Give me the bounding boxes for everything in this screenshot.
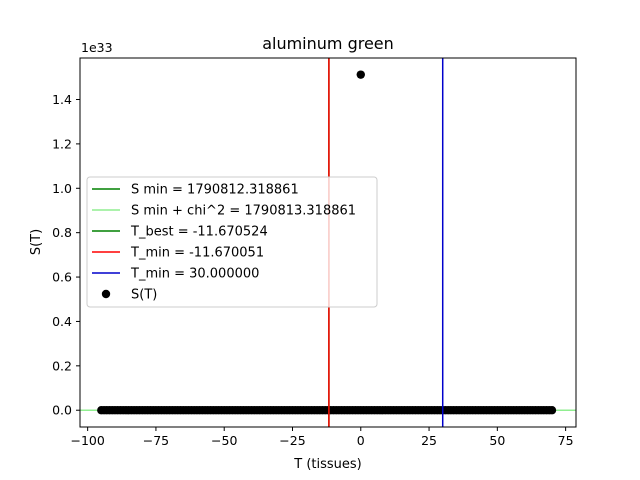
legend-swatch-marker <box>101 289 111 299</box>
x-axis-label: T (tissues) <box>293 457 361 472</box>
y-axis-label: S(T) <box>29 229 44 255</box>
x-tick-label: 25 <box>421 433 437 448</box>
legend-label: T_best = -11.670524 <box>130 225 268 240</box>
x-tick-label: 0 <box>357 433 365 448</box>
legend: S min = 1790812.318861 S min + chi^2 = 17… <box>86 176 378 308</box>
x-tick-label: −25 <box>279 433 305 448</box>
y-tick-label: 0.4 <box>52 314 72 329</box>
legend-box <box>86 176 378 308</box>
y-offset-text: 1e33 <box>81 40 113 55</box>
y-tick-label: 0.0 <box>52 403 72 418</box>
x-tick-label: −100 <box>70 433 104 448</box>
legend-label: T_min = -11.670051 <box>130 246 264 261</box>
x-tick-label: −75 <box>143 433 169 448</box>
y-tick-label: 1.0 <box>52 181 72 196</box>
plot-area <box>80 58 576 427</box>
y-tick-label: 0.8 <box>52 225 72 240</box>
legend-label: S min = 1790812.318861 <box>131 183 299 198</box>
y-tick-label: 0.6 <box>52 270 72 285</box>
scatter-point-outlier <box>356 70 365 79</box>
legend-label: T_min = 30.000000 <box>130 267 259 282</box>
x-tick-label: −50 <box>211 433 237 448</box>
x-tick-label: 50 <box>489 433 505 448</box>
axes-frame <box>79 57 577 428</box>
y-tick-label: 0.2 <box>52 358 72 373</box>
x-axis: −100 −75 −50 −25 0 25 50 75 <box>70 427 574 448</box>
y-tick-label: 1.4 <box>52 92 72 107</box>
legend-label: S min + chi^2 = 1790813.318861 <box>131 204 356 219</box>
chart-title: aluminum green <box>262 34 394 53</box>
scatter-point <box>547 406 557 415</box>
y-axis: 0.0 0.2 0.4 0.6 0.8 1.0 1.2 1.4 <box>52 92 80 418</box>
legend-label: S(T) <box>131 288 157 303</box>
y-tick-label: 1.2 <box>52 136 72 151</box>
x-tick-label: 75 <box>558 433 574 448</box>
